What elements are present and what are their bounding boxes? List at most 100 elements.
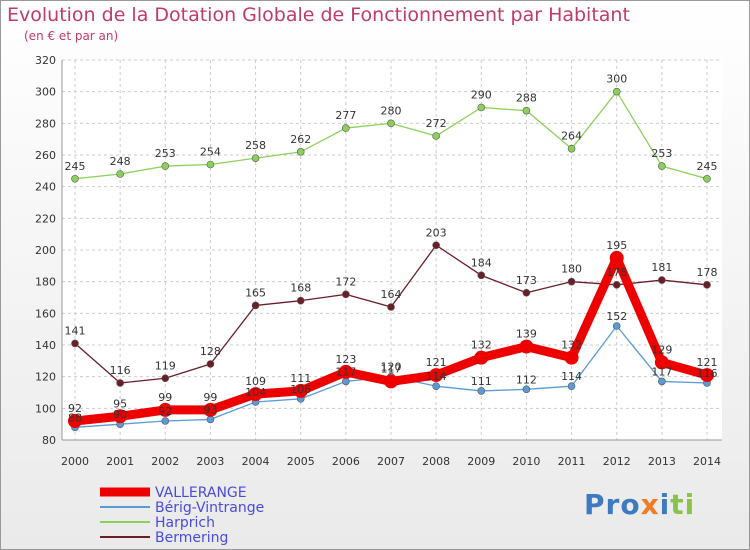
data-point bbox=[704, 281, 711, 288]
data-point bbox=[388, 120, 395, 127]
data-point bbox=[72, 175, 79, 182]
data-point bbox=[162, 375, 169, 382]
data-label: 119 bbox=[155, 359, 176, 372]
data-point bbox=[433, 133, 440, 140]
data-label: 258 bbox=[245, 139, 266, 152]
logo-part: x bbox=[641, 488, 660, 521]
data-label: 277 bbox=[335, 109, 356, 122]
x-tick-label: 2009 bbox=[467, 455, 495, 468]
data-label: 139 bbox=[516, 328, 537, 341]
data-label: 132 bbox=[561, 339, 582, 352]
data-label: 99 bbox=[158, 391, 172, 404]
data-point bbox=[478, 272, 485, 279]
y-tick-label: 300 bbox=[35, 86, 56, 99]
data-point bbox=[384, 374, 398, 388]
data-label: 164 bbox=[381, 288, 402, 301]
data-label: 272 bbox=[426, 117, 447, 130]
legend-label: VALLERANGE bbox=[155, 485, 247, 501]
data-point bbox=[519, 340, 533, 354]
data-point bbox=[297, 148, 304, 155]
data-point bbox=[207, 416, 214, 423]
data-label: 116 bbox=[110, 364, 131, 377]
data-label: 117 bbox=[651, 365, 672, 378]
data-point bbox=[117, 171, 124, 178]
x-tick-label: 2000 bbox=[61, 455, 89, 468]
data-label: 173 bbox=[516, 274, 537, 287]
data-label: 120 bbox=[381, 361, 402, 374]
data-label: 129 bbox=[651, 343, 672, 356]
data-point bbox=[478, 104, 485, 111]
data-point bbox=[568, 383, 575, 390]
data-label: 104 bbox=[245, 386, 266, 399]
data-label: 288 bbox=[516, 92, 537, 105]
data-label: 106 bbox=[290, 383, 311, 396]
x-tick-label: 2014 bbox=[693, 455, 721, 468]
data-label: 165 bbox=[245, 286, 266, 299]
data-point bbox=[478, 387, 485, 394]
data-label: 116 bbox=[697, 367, 718, 380]
data-point bbox=[252, 155, 259, 162]
y-tick-label: 240 bbox=[35, 181, 56, 194]
x-tick-label: 2013 bbox=[648, 455, 676, 468]
y-tick-label: 100 bbox=[35, 402, 56, 415]
y-tick-label: 200 bbox=[35, 244, 56, 257]
data-label: 245 bbox=[65, 160, 86, 173]
data-label: 184 bbox=[471, 256, 492, 269]
data-label: 172 bbox=[335, 275, 356, 288]
x-tick-label: 2001 bbox=[106, 455, 134, 468]
data-point bbox=[658, 277, 665, 284]
data-label: 254 bbox=[200, 146, 221, 159]
data-label: 248 bbox=[110, 155, 131, 168]
data-label: 253 bbox=[651, 147, 672, 160]
data-point bbox=[610, 251, 624, 265]
data-point bbox=[568, 278, 575, 285]
data-label: 121 bbox=[426, 356, 447, 369]
data-label: 300 bbox=[606, 73, 627, 86]
data-label: 178 bbox=[606, 266, 627, 279]
data-label: 114 bbox=[561, 370, 582, 383]
y-tick-label: 320 bbox=[35, 54, 56, 67]
y-tick-label: 260 bbox=[35, 149, 56, 162]
data-point bbox=[433, 383, 440, 390]
data-point bbox=[252, 302, 259, 309]
data-point bbox=[613, 281, 620, 288]
data-label: 90 bbox=[113, 408, 127, 421]
logo-part: Pro bbox=[584, 488, 641, 521]
x-tick-label: 2006 bbox=[332, 455, 360, 468]
data-point bbox=[342, 378, 349, 385]
data-point bbox=[523, 289, 530, 296]
data-point bbox=[565, 351, 579, 365]
proxiti-logo: Proxiti bbox=[584, 488, 695, 521]
y-tick-label: 160 bbox=[35, 307, 56, 320]
data-label: 253 bbox=[155, 147, 176, 160]
y-tick-label: 280 bbox=[35, 117, 56, 130]
y-tick-label: 140 bbox=[35, 339, 56, 352]
data-point bbox=[433, 242, 440, 249]
line-chart: 8010012014016018020022024026028030032020… bbox=[0, 0, 750, 550]
data-label: 132 bbox=[471, 339, 492, 352]
data-point bbox=[117, 380, 124, 387]
data-label: 141 bbox=[65, 324, 86, 337]
data-point bbox=[388, 304, 395, 311]
data-point bbox=[613, 323, 620, 330]
x-tick-label: 2008 bbox=[422, 455, 450, 468]
data-label: 262 bbox=[290, 133, 311, 146]
data-label: 111 bbox=[471, 375, 492, 388]
data-label: 178 bbox=[697, 266, 718, 279]
data-label: 128 bbox=[200, 345, 221, 358]
data-label: 99 bbox=[203, 391, 217, 404]
x-tick-label: 2005 bbox=[287, 455, 315, 468]
data-point bbox=[72, 340, 79, 347]
data-label: 123 bbox=[335, 353, 356, 366]
data-label: 114 bbox=[426, 370, 447, 383]
x-tick-label: 2002 bbox=[151, 455, 179, 468]
data-label: 245 bbox=[697, 160, 718, 173]
data-label: 203 bbox=[426, 226, 447, 239]
data-point bbox=[613, 88, 620, 95]
y-tick-label: 120 bbox=[35, 371, 56, 384]
data-point bbox=[658, 163, 665, 170]
data-label: 168 bbox=[290, 282, 311, 295]
logo-part: i bbox=[660, 488, 671, 521]
data-label: 181 bbox=[651, 261, 672, 274]
data-point bbox=[162, 163, 169, 170]
